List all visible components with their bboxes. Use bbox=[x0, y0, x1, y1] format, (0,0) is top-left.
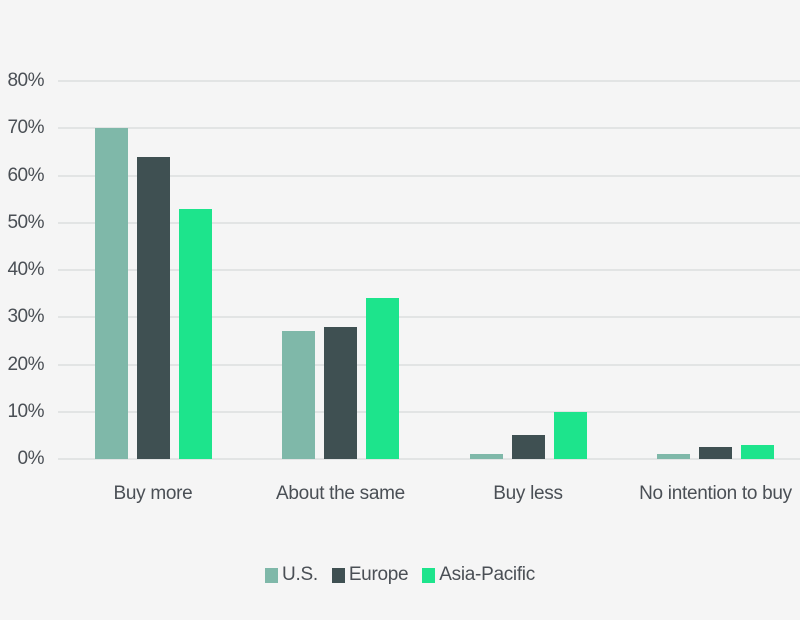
y-tick-label: 0% bbox=[17, 448, 45, 469]
gridline bbox=[58, 458, 800, 460]
gridline bbox=[58, 221, 800, 224]
gridline bbox=[58, 80, 800, 82]
gridline bbox=[58, 363, 800, 366]
y-tick-label: 20% bbox=[7, 353, 44, 375]
y-tick-label: 50% bbox=[7, 211, 44, 233]
gridline bbox=[58, 316, 800, 319]
legend-swatch-icon bbox=[422, 567, 436, 583]
bar-asia-pacific-no-intention-to-buy bbox=[741, 444, 774, 459]
bar-europe-no-intention-to-buy bbox=[699, 447, 732, 459]
legend-item: U.S. bbox=[265, 564, 318, 586]
legend: U.S. Europe Asia-Pacific bbox=[0, 564, 800, 586]
gridline bbox=[58, 174, 800, 177]
bar-u-s-about-the-same bbox=[282, 331, 315, 459]
y-tick-label: 60% bbox=[7, 164, 44, 186]
gridline bbox=[58, 127, 800, 130]
gridline bbox=[58, 410, 800, 413]
legend-label: Asia-Pacific bbox=[439, 564, 535, 585]
y-tick-label: 40% bbox=[7, 259, 44, 280]
x-category-label: Buy less bbox=[493, 483, 563, 504]
bar-europe-about-the-same bbox=[324, 326, 357, 459]
legend-item: Europe bbox=[331, 564, 409, 586]
y-tick-label: 10% bbox=[7, 400, 44, 422]
x-category-label: About the same bbox=[276, 483, 405, 504]
legend-swatch-icon bbox=[265, 567, 279, 583]
legend-label: U.S. bbox=[282, 564, 318, 585]
bar-asia-pacific-buy-more bbox=[178, 208, 212, 459]
y-tick-label: 80% bbox=[7, 70, 44, 91]
x-category-label: Buy more bbox=[113, 483, 193, 504]
bar-europe-buy-more bbox=[136, 156, 170, 459]
y-tick-label: 70% bbox=[7, 117, 44, 139]
bar-asia-pacific-about-the-same bbox=[366, 298, 399, 459]
legend-swatch-icon bbox=[331, 567, 345, 583]
legend-label: Europe bbox=[348, 564, 409, 585]
bar-u-s-no-intention-to-buy bbox=[657, 454, 690, 459]
bar-asia-pacific-buy-less bbox=[553, 411, 587, 459]
legend-item: Asia-Pacific bbox=[422, 564, 535, 586]
bar-europe-buy-less bbox=[511, 435, 545, 459]
x-category-label: No intention to buy bbox=[639, 483, 792, 504]
bar-u-s-buy-more bbox=[94, 128, 128, 459]
bar-u-s-buy-less bbox=[469, 454, 503, 459]
gridline bbox=[58, 269, 800, 271]
y-tick-label: 30% bbox=[7, 306, 44, 328]
